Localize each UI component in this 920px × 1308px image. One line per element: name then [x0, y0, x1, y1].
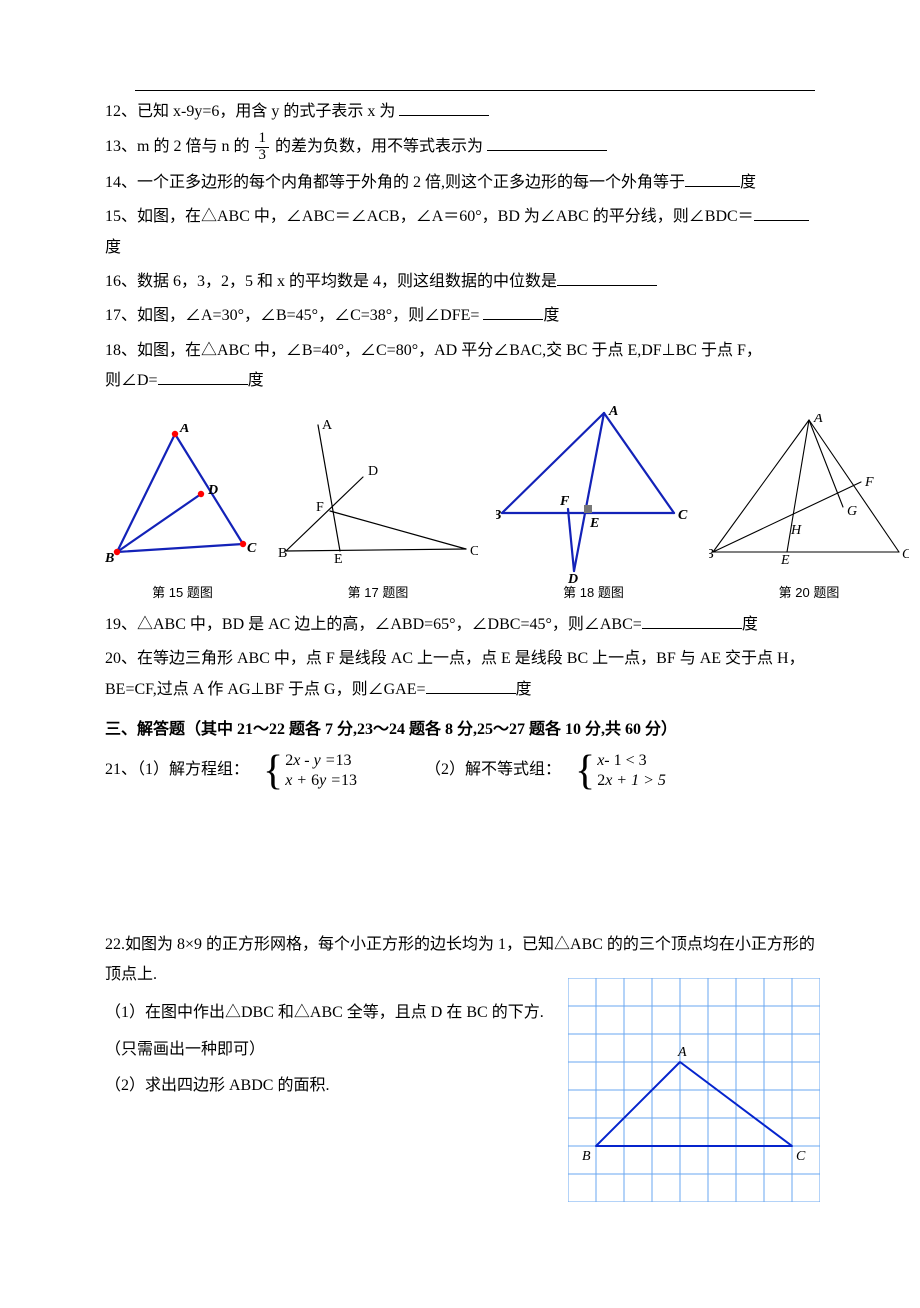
svg-text:G: G	[847, 504, 857, 519]
q21-1-label: 21、（1）解方程组：	[105, 755, 249, 785]
fig15-box: A B C D 第 15 题图	[105, 424, 260, 606]
q18-l2: 则∠D= 度	[105, 366, 820, 396]
q21: 21、（1）解方程组： { 2x - y =13 x + 6y =13 （2）解…	[105, 750, 820, 792]
svg-text:A: A	[608, 405, 618, 419]
q18-blank	[158, 370, 248, 385]
q13-frac: 1 3	[253, 131, 271, 164]
fig20-svg: A B C E FG H	[709, 414, 909, 569]
q18-l2-suf: 度	[248, 372, 264, 389]
svg-text:B: B	[709, 547, 714, 562]
fig18-box: ABCFED 第 18 题图	[496, 405, 691, 606]
fig20-box: A B C E FG H 第 20 题图	[709, 414, 909, 606]
q16-blank	[557, 271, 657, 286]
svg-text:C: C	[796, 1149, 806, 1164]
q12: 12、已知 x-9y=6，用含 y 的式子表示 x 为	[105, 97, 820, 127]
top-rule	[135, 90, 815, 91]
q21-s1-l2: x + 6y =13	[285, 771, 357, 791]
fig18-cap: 第 18 题图	[496, 581, 691, 606]
svg-text:A: A	[179, 424, 189, 436]
spacer-21-22	[105, 796, 820, 926]
q20: 20、在等边三角形 ABC 中，点 F 是线段 AC 上一点，点 E 是线段 B…	[105, 644, 820, 705]
svg-text:D: D	[207, 483, 218, 498]
q14: 14、一个正多边形的每个内角都等于外角的 2 倍,则这个正多边形的每一个外角等于…	[105, 168, 820, 198]
fig15-svg: A B C D	[105, 424, 260, 569]
q18-l1: 18、如图，在△ABC 中，∠B=40°，∠C=80°，AD 平分∠BAC,交 …	[105, 336, 820, 366]
q17-text: 17、如图，∠A=30°，∠B=45°，∠C=38°，则∠DFE=	[105, 307, 483, 324]
svg-text:H: H	[790, 523, 802, 538]
svg-text:C: C	[902, 547, 909, 562]
q17-suf: 度	[543, 307, 559, 324]
q20-blank	[426, 678, 516, 693]
q13-blank	[487, 136, 607, 151]
svg-text:A: A	[677, 1045, 687, 1060]
q19-blank	[642, 614, 742, 629]
svg-text:C: C	[247, 541, 257, 556]
q17: 17、如图，∠A=30°，∠B=45°，∠C=38°，则∠DFE= 度	[105, 301, 820, 331]
q20-l2: BE=CF,过点 A 作 AG⊥BF 于点 G，则∠GAE= 度	[105, 675, 820, 705]
svg-text:D: D	[368, 464, 378, 479]
svg-text:B: B	[278, 546, 287, 561]
svg-text:B: B	[582, 1149, 591, 1164]
svg-text:F: F	[559, 494, 570, 509]
svg-text:B: B	[496, 508, 501, 523]
q21-s2-l1: x- 1 < 3	[597, 751, 666, 771]
q13: 13、m 的 2 倍与 n 的 1 3 的差为负数，用不等式表示为	[105, 131, 820, 164]
fig20-cap: 第 20 题图	[709, 581, 909, 606]
q12-blank	[399, 101, 489, 116]
q16-text: 16、数据 6，3，2，5 和 x 的平均数是 4，则这组数据的中位数是	[105, 273, 557, 290]
fig17-cap: 第 17 题图	[278, 581, 478, 606]
q17-blank	[483, 305, 543, 320]
svg-text:A: A	[813, 414, 823, 426]
fig18-svg: ABCFED	[496, 405, 691, 585]
svg-text:C: C	[470, 544, 478, 559]
q19-text: 19、△ABC 中，BD 是 AC 边上的高，∠ABD=65°，∠DBC=45°…	[105, 616, 642, 633]
q12-text: 12、已知 x-9y=6，用含 y 的式子表示 x 为	[105, 103, 395, 120]
q21-sys2: { x- 1 < 3 2x + 1 > 5	[575, 750, 666, 792]
q19: 19、△ABC 中，BD 是 AC 边上的高，∠ABD=65°，∠DBC=45°…	[105, 610, 820, 640]
svg-text:A: A	[322, 419, 333, 433]
q14-text: 14、一个正多边形的每个内角都等于外角的 2 倍,则这个正多边形的每一个外角等于	[105, 174, 685, 191]
q13-den: 3	[255, 148, 269, 164]
svg-text:E: E	[334, 552, 343, 567]
fig17-svg: A B C D E F	[278, 419, 478, 569]
q21-sys1: { 2x - y =13 x + 6y =13	[263, 750, 357, 792]
q18-l2-pre: 则∠D=	[105, 372, 158, 389]
q13-num: 1	[255, 131, 269, 148]
q13-pre: 13、m 的 2 倍与 n 的	[105, 138, 249, 155]
q13-mid: 的差为负数，用不等式表示为	[275, 138, 483, 155]
svg-text:F: F	[316, 500, 324, 515]
q18: 18、如图，在△ABC 中，∠B=40°，∠C=80°，AD 平分∠BAC,交 …	[105, 336, 820, 397]
q15-blank	[754, 206, 809, 221]
section3-heading: 三、解答题（其中 21～22 题各 7 分,23～24 题各 8 分,25～27…	[105, 715, 820, 745]
q21-2-label: （2）解不等式组：	[425, 755, 561, 785]
q14-blank	[685, 172, 740, 187]
q22-grid-box: A B C	[568, 978, 820, 1213]
q22: 22.如图为 8×9 的正方形网格，每个小正方形的边长均为 1，已知△ABC 的…	[105, 930, 820, 1214]
q14-suf: 度	[740, 174, 756, 191]
svg-text:C: C	[678, 508, 688, 523]
q21-s2-l2: 2x + 1 > 5	[597, 771, 666, 791]
q15-text: 15、如图，在△ABC 中，∠ABC＝∠ACB，∠A＝60°，BD 为∠ABC …	[105, 208, 754, 225]
q15: 15、如图，在△ABC 中，∠ABC＝∠ACB，∠A＝60°，BD 为∠ABC …	[105, 202, 820, 263]
svg-text:E: E	[780, 553, 790, 568]
fig15-cap: 第 15 题图	[105, 581, 260, 606]
q15-suf: 度	[105, 239, 121, 256]
q22-grid-svg: A B C	[568, 978, 820, 1202]
q19-suf: 度	[742, 616, 758, 633]
fig17-box: A B C D E F 第 17 题图	[278, 419, 478, 606]
svg-text:E: E	[589, 516, 599, 531]
q21-s1-l1: 2x - y =13	[285, 751, 357, 771]
svg-text:B: B	[105, 551, 114, 566]
exam-page: 12、已知 x-9y=6，用含 y 的式子表示 x 为 13、m 的 2 倍与 …	[0, 0, 920, 1308]
q20-l2-suf: 度	[516, 681, 532, 698]
figures-row: A B C D 第 15 题图 A B C D E F 第 17 题图 A B C F E D 第 18 …	[105, 405, 820, 606]
q16: 16、数据 6，3，2，5 和 x 的平均数是 4，则这组数据的中位数是	[105, 267, 820, 297]
q20-l1: 20、在等边三角形 ABC 中，点 F 是线段 AC 上一点，点 E 是线段 B…	[105, 644, 820, 674]
svg-text:F: F	[864, 475, 874, 490]
q20-l2-pre: BE=CF,过点 A 作 AG⊥BF 于点 G，则∠GAE=	[105, 681, 426, 698]
